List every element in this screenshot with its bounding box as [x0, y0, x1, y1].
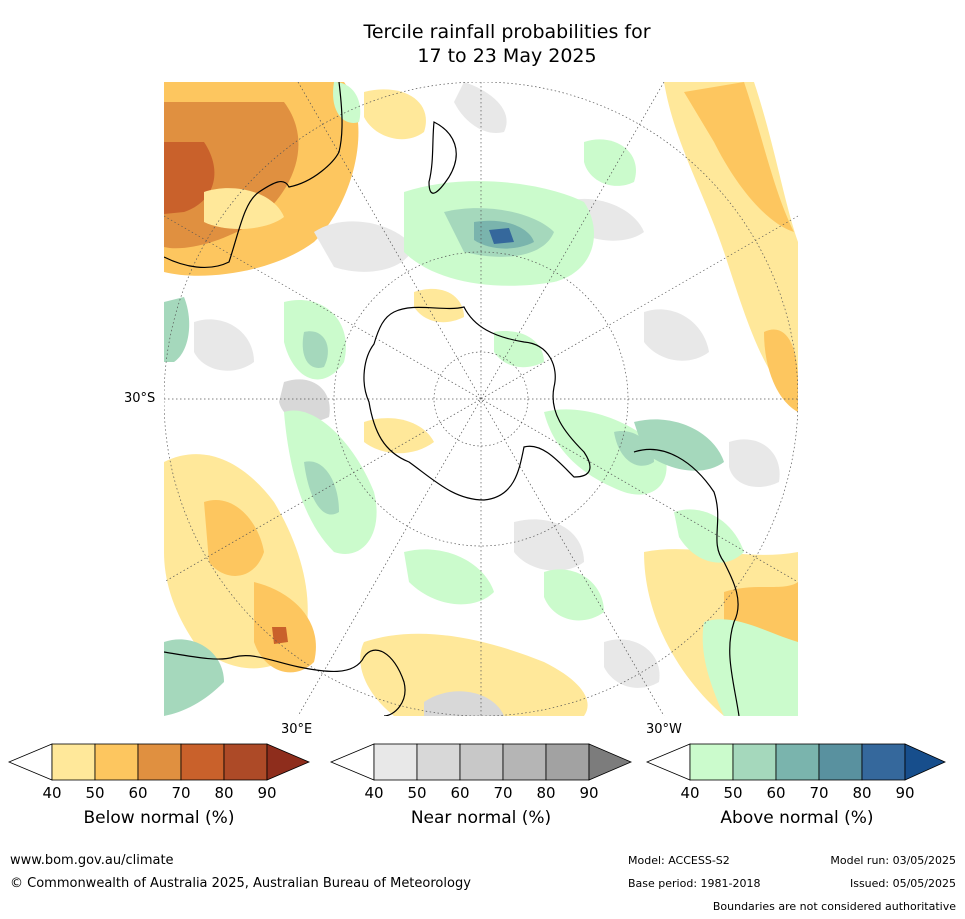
colorbar-above-swatches	[645, 743, 946, 781]
colorbar-near-normal: 40 50 60 70 80 90 Near normal (%)	[329, 743, 633, 854]
tick-label: 90	[895, 784, 915, 802]
tick-label: 80	[852, 784, 872, 802]
tick-label: 40	[364, 784, 384, 802]
issued-text: Issued: 05/05/2025	[849, 877, 956, 890]
tick-label: 50	[723, 784, 743, 802]
tick-label: 40	[42, 784, 62, 802]
model-text: Model: ACCESS-S2	[628, 854, 730, 867]
colorbar-near-label: Near normal (%)	[410, 808, 552, 828]
new-zealand-coastline	[428, 121, 457, 194]
south-america-coastline	[633, 448, 740, 716]
tick-label: 70	[171, 784, 191, 802]
title-line-2: 17 to 23 May 2025	[417, 45, 597, 67]
base-period-text: Base period: 1981-2018	[628, 877, 761, 890]
colorbar-below-normal: 40 50 60 70 80 90 Below normal (%)	[7, 743, 311, 854]
latitude-label-30s: 30°S	[124, 391, 156, 406]
longitude-label-30w: 30°W	[646, 722, 682, 737]
disclaimer-text: Boundaries are not considered authoritat…	[712, 900, 956, 913]
probability-map	[164, 82, 798, 716]
above-normal-areas	[164, 82, 798, 716]
colorbar-below-swatches	[7, 743, 311, 781]
tick-label: 60	[128, 784, 148, 802]
graticule	[164, 82, 798, 716]
africa-coastline	[164, 649, 406, 716]
australia-coastline	[164, 82, 343, 268]
colorbar-above-normal: 40 50 60 70 80 90 Above normal (%)	[645, 743, 947, 854]
tick-label: 40	[680, 784, 700, 802]
colorbar-above-ticks: 40 50 60 70 80 90	[647, 784, 947, 802]
website-link[interactable]: www.bom.gov.au/climate	[10, 853, 174, 868]
map-canvas	[164, 82, 798, 716]
tick-label: 80	[214, 784, 234, 802]
colorbar-above-label: Above normal (%)	[720, 808, 874, 828]
colorbar-below-ticks: 40 50 60 70 80 90	[9, 784, 309, 802]
near-normal-areas	[194, 82, 780, 716]
tick-label: 90	[257, 784, 277, 802]
tick-label: 60	[450, 784, 470, 802]
colorbar-near-swatches	[329, 743, 633, 781]
title-line-1: Tercile rainfall probabilities for	[363, 21, 651, 43]
model-run-text: Model run: 03/05/2025	[830, 854, 956, 867]
colorbar-near-ticks: 40 50 60 70 80 90	[331, 784, 631, 802]
tick-label: 90	[579, 784, 599, 802]
coastlines	[164, 82, 740, 716]
tick-label: 80	[536, 784, 556, 802]
chart-title: Tercile rainfall probabilities for 17 to…	[0, 20, 965, 68]
tick-label: 50	[407, 784, 427, 802]
colorbar-below-label: Below normal (%)	[83, 808, 235, 828]
below-normal-areas	[164, 82, 798, 716]
tick-label: 70	[493, 784, 513, 802]
longitude-label-30e: 30°E	[281, 722, 313, 737]
antarctica-coastline	[363, 306, 591, 501]
tick-label: 60	[766, 784, 786, 802]
copyright-text: © Commonwealth of Australia 2025, Austra…	[10, 876, 471, 891]
tick-label: 70	[809, 784, 829, 802]
tick-label: 50	[85, 784, 105, 802]
